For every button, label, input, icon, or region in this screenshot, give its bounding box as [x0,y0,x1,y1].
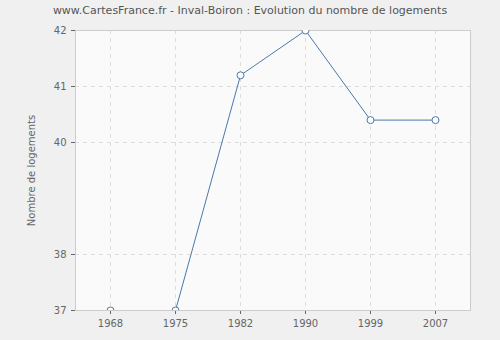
svg-text:1999: 1999 [358,318,383,329]
svg-text:38: 38 [54,249,67,260]
svg-text:Nombre de logements: Nombre de logements [26,115,37,226]
svg-text:42: 42 [54,25,67,36]
svg-text:2007: 2007 [423,318,448,329]
svg-text:41: 41 [54,81,67,92]
svg-text:40: 40 [54,137,67,148]
svg-text:1975: 1975 [163,318,188,329]
svg-text:37: 37 [54,305,67,316]
svg-text:1982: 1982 [228,318,253,329]
html-text:www.CartesFrance.fr - Inval-Bo: www.CartesFrance.fr - Inval-Boiron : Evo… [52,4,448,17]
svg-text:1990: 1990 [293,318,318,329]
svg-text:1968: 1968 [98,318,123,329]
